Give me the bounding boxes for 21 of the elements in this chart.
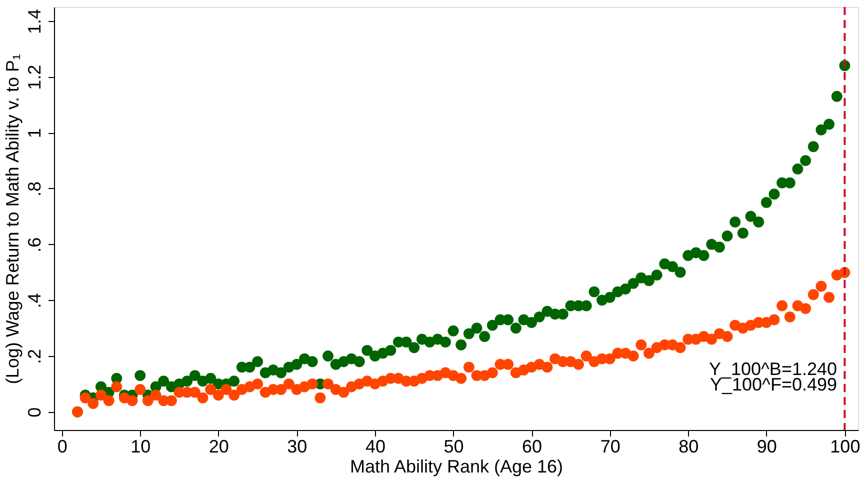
y-tick-label: .4 bbox=[24, 293, 44, 308]
y-tick-label: .6 bbox=[24, 237, 44, 252]
y-tick-label: 1.2 bbox=[24, 64, 44, 90]
y-tick-label: 1.4 bbox=[24, 8, 44, 34]
x-tick-label: 80 bbox=[678, 436, 699, 456]
x-tick-label: 10 bbox=[130, 436, 151, 456]
y-tick-label: .8 bbox=[24, 181, 44, 196]
x-tick-label: 40 bbox=[365, 436, 386, 456]
x-tick-label: 50 bbox=[444, 436, 464, 456]
x-tick-label: 20 bbox=[208, 436, 229, 456]
x-tick-label: 0 bbox=[57, 436, 68, 456]
x-tick-label: 60 bbox=[522, 436, 542, 456]
y-tick-label: .2 bbox=[24, 349, 44, 364]
x-tick-label: 90 bbox=[756, 436, 777, 456]
x-axis-title: Math Ability Rank (Age 16) bbox=[350, 456, 564, 476]
y-tick-label: 0 bbox=[24, 407, 44, 418]
y-axis-title: (Log) Wage Return to Math Ability v. to P₁ bbox=[2, 54, 22, 384]
y-tick-label: 1 bbox=[24, 128, 44, 138]
x-tick-label: 30 bbox=[287, 436, 308, 456]
x-tick-label: 70 bbox=[600, 436, 620, 456]
x-tick-label: 100 bbox=[830, 436, 860, 456]
